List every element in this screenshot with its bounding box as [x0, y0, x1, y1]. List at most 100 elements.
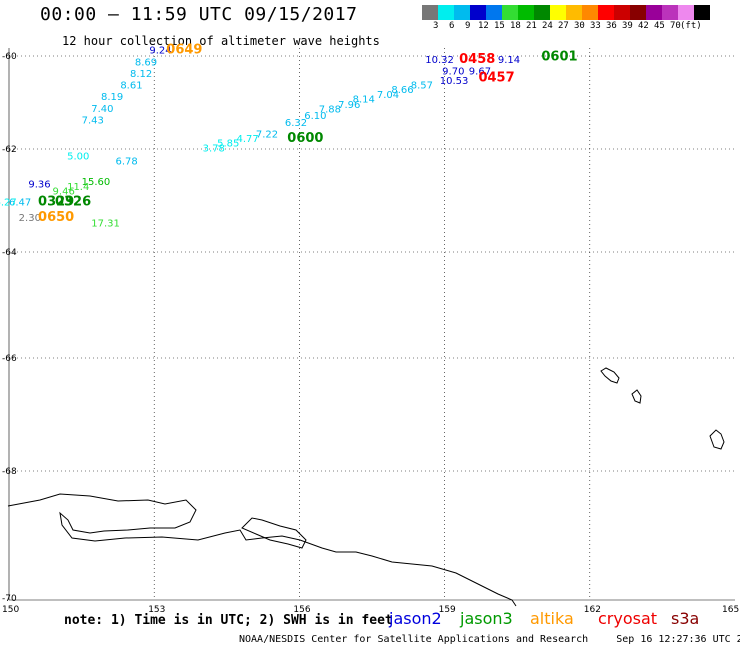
color-scale-label: 27: [558, 21, 569, 31]
color-scale-label: 18: [510, 21, 521, 31]
color-scale-label: (ft): [680, 21, 702, 31]
color-swatch-3: [470, 5, 486, 20]
latitude-label: -60: [2, 52, 17, 62]
wave-height-value: 6.32: [285, 118, 307, 129]
color-scale-label: 12: [478, 21, 489, 31]
color-swatch-2: [454, 5, 470, 20]
antarctic-coastline: [7, 493, 517, 607]
satellite-pass-time: 0650: [38, 210, 74, 225]
wave-height-value: 6.10: [304, 111, 326, 122]
wave-height-value: 5.00: [67, 151, 89, 162]
color-scale-label: 21: [526, 21, 537, 31]
legend-s3a: s3a: [671, 609, 700, 628]
color-swatch-16: [678, 5, 694, 20]
wave-height-value: 6.27: [0, 198, 17, 209]
units-note: note: 1) Time is in UTC; 2) SWH is in fe…: [64, 613, 393, 628]
color-swatch-12: [614, 5, 630, 20]
satellite-pass-time: 0601: [541, 50, 577, 65]
color-swatch-11: [598, 5, 614, 20]
color-swatch-1: [438, 5, 454, 20]
coastline: [7, 367, 725, 607]
wave-height-value: 9.46: [53, 186, 75, 197]
wave-height-value: 10.32: [425, 55, 454, 66]
wave-height-value: 11.4: [67, 182, 89, 193]
wave-height-value: 8.69: [135, 57, 157, 68]
latitude-label: -70: [2, 594, 17, 604]
color-swatch-9: [566, 5, 582, 20]
coastal-inlet: [241, 517, 307, 549]
wave-height-value: 9.67: [469, 67, 491, 78]
longitude-label: 156: [293, 605, 310, 615]
wave-height-value: 8.61: [120, 81, 142, 92]
credit-line: NOAA/NESDIS Center for Satellite Applica…: [239, 634, 740, 645]
latitude-label: -68: [2, 467, 17, 477]
page-subtitle: 12 hour collection of altimeter wave hei…: [62, 34, 380, 48]
color-scale-label: 33: [590, 21, 601, 31]
wave-height-value: 7.43: [82, 115, 104, 126]
wave-height-value: 8.19: [101, 92, 123, 103]
wave-height-value: 8.14: [353, 95, 375, 106]
color-scale-label: 45: [654, 21, 665, 31]
longitude-label: 165: [722, 605, 739, 615]
color-scale-label: 9: [465, 21, 471, 31]
color-swatch-8: [550, 5, 566, 20]
color-scale-label: 3: [433, 21, 439, 31]
satellite-pass-time: 0458: [459, 52, 495, 67]
longitude-label: 153: [148, 605, 165, 615]
wave-height-value: 6.47: [9, 198, 31, 209]
wave-height-value: 7.88: [319, 105, 341, 116]
island-1: [600, 367, 620, 384]
longitude-label: 159: [439, 605, 456, 615]
wave-height-value: 4.77: [236, 134, 258, 145]
wave-height-value: 7.22: [256, 129, 278, 140]
satellite-pass-time: 0326: [55, 195, 91, 210]
color-scale-label: 42: [638, 21, 649, 31]
color-scale-label: 15: [494, 21, 505, 31]
color-swatch-4: [486, 5, 502, 20]
island-3: [709, 429, 725, 450]
wave-height-value: 8.57: [411, 81, 433, 92]
wave-height-value: 9.24: [149, 46, 171, 57]
color-scale-label: 39: [622, 21, 633, 31]
wave-height-value: 6.78: [115, 156, 137, 167]
wave-height-value: 9.70: [442, 67, 464, 78]
generated-timestamp: Sep 16 12:27:36 UTC 2017: [616, 634, 740, 645]
legend-jason3: jason3: [460, 609, 513, 628]
wave-height-value: 5.85: [217, 139, 239, 150]
wave-height-value: 7.96: [338, 100, 360, 111]
island-2: [631, 389, 642, 404]
wave-height-value: 17.31: [91, 218, 120, 229]
longitude-label: 162: [584, 605, 601, 615]
latitude-label: -66: [2, 354, 17, 364]
wave-height-value: 7.40: [91, 104, 113, 115]
satellite-pass-time: 0649: [166, 43, 202, 58]
color-scale-label: 24: [542, 21, 553, 31]
color-scale-bar: [422, 5, 710, 20]
satellite-pass-time: 0329: [38, 195, 74, 210]
color-scale-label: 6: [449, 21, 455, 31]
latitude-label: -62: [2, 145, 17, 155]
color-swatch-6: [518, 5, 534, 20]
legend-cryosat: cryosat: [598, 609, 658, 628]
color-swatch-10: [582, 5, 598, 20]
longitude-label: 150: [2, 605, 19, 615]
wave-height-value: 10.53: [440, 76, 469, 87]
color-scale-label: 70: [670, 21, 681, 31]
wave-height-value: 9.14: [498, 55, 520, 66]
satellite-pass-time: 0457: [478, 71, 514, 86]
color-swatch-0: [422, 5, 438, 20]
map-grid: [8, 48, 735, 601]
latitude-label: -64: [2, 248, 17, 258]
color-swatch-14: [646, 5, 662, 20]
legend-altika: altika: [530, 609, 574, 628]
wave-height-value: 8.66: [391, 85, 413, 96]
observation-values: 9.248.698.128.618.197.407.43 5.00 9.36 15.6…: [0, 46, 520, 230]
color-swatch-17: [694, 5, 710, 20]
color-swatch-5: [502, 5, 518, 20]
color-swatch-15: [662, 5, 678, 20]
wave-height-value: 9.36: [28, 180, 50, 191]
color-scale-label: 30: [574, 21, 585, 31]
